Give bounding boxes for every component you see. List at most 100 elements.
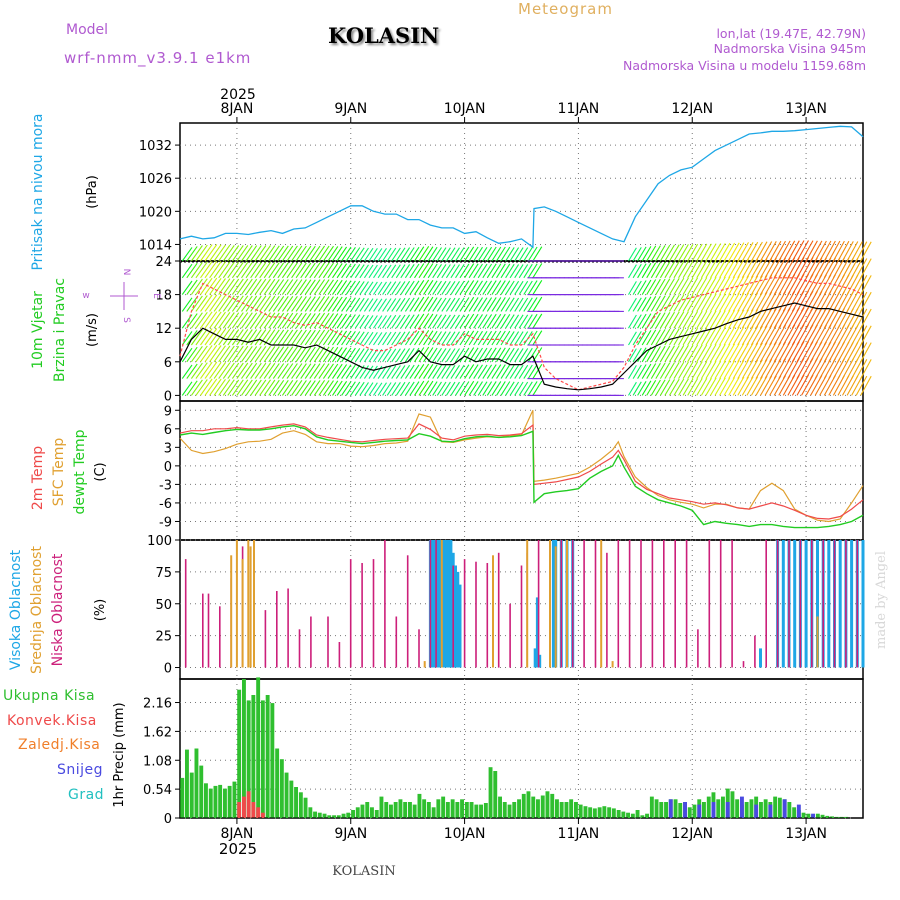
wind-barb bbox=[181, 331, 193, 346]
wind-barb bbox=[423, 347, 434, 363]
precip-bar-snow bbox=[796, 804, 801, 818]
wind-barb bbox=[395, 331, 406, 346]
wind-barb bbox=[505, 263, 515, 279]
wind-barb bbox=[459, 314, 470, 329]
wind-barb bbox=[400, 381, 411, 396]
wind-barb bbox=[204, 378, 218, 396]
wind-barb bbox=[227, 295, 240, 312]
wind-barb bbox=[486, 313, 497, 329]
wind-barb bbox=[473, 246, 483, 262]
precip-bar-total bbox=[275, 748, 280, 818]
wind-barb bbox=[300, 329, 312, 346]
wind-barb bbox=[272, 295, 285, 312]
wind-barb bbox=[245, 362, 258, 379]
precip-bar-snow bbox=[782, 799, 787, 818]
meteogram-title: Meteogram bbox=[518, 0, 613, 18]
wind-barb bbox=[250, 346, 262, 363]
wind-barb bbox=[641, 296, 652, 312]
wind-barb bbox=[659, 362, 671, 379]
precip-bar-total bbox=[820, 814, 825, 818]
wind-barb bbox=[250, 329, 262, 346]
wind-barb bbox=[477, 314, 488, 329]
wind-barb bbox=[482, 364, 493, 379]
cloud-bar-niska bbox=[617, 540, 620, 668]
precip-bar-total bbox=[801, 812, 806, 818]
precip-bar-snow bbox=[711, 802, 716, 818]
precip-bar-total bbox=[498, 796, 502, 818]
precip-bar-total bbox=[830, 816, 834, 818]
precip-bar-total bbox=[322, 813, 327, 818]
wind-barb bbox=[728, 376, 740, 396]
wind-barb bbox=[655, 362, 666, 379]
wind-barb bbox=[473, 263, 483, 279]
top-axis-labels: 8JAN 9JAN 10JAN 11JAN 12JAN 13JAN bbox=[220, 101, 827, 123]
wind-barb bbox=[678, 378, 689, 396]
wind-barb bbox=[664, 261, 675, 279]
wind-barb bbox=[204, 361, 218, 379]
cloud-bar-visoka bbox=[551, 540, 555, 668]
bottom-day-label: 11JAN bbox=[558, 826, 600, 842]
wind-barb bbox=[514, 348, 524, 363]
wind-barb bbox=[691, 260, 703, 279]
wind-barb bbox=[655, 278, 666, 295]
cloud-bar-niska bbox=[663, 540, 665, 668]
wind-barb bbox=[218, 261, 231, 279]
wind-barb bbox=[486, 297, 497, 312]
precip-bar-total bbox=[204, 783, 208, 819]
wind-barb bbox=[496, 246, 506, 262]
wind-barb bbox=[368, 298, 378, 312]
cloud-bar-niska bbox=[435, 540, 437, 668]
precip-bar-snow bbox=[725, 802, 730, 818]
wind-barb bbox=[486, 246, 497, 262]
cloud-bar-niska bbox=[765, 540, 767, 668]
wind-barb bbox=[687, 260, 699, 279]
cloud-bar-niska bbox=[640, 540, 642, 668]
wind-barb bbox=[696, 310, 708, 329]
wind-barb bbox=[741, 292, 754, 312]
wind-barb bbox=[500, 364, 511, 379]
wind-barb bbox=[427, 364, 438, 379]
cloud-bar-niska bbox=[361, 563, 363, 668]
wind-barb bbox=[395, 247, 406, 262]
wind-barb bbox=[659, 244, 671, 262]
y-tick-label: 0 bbox=[164, 389, 172, 404]
wind-barb bbox=[514, 247, 524, 262]
precip-bar-total bbox=[479, 804, 483, 818]
wind-barb bbox=[860, 342, 872, 363]
bottom-day-label: 9JAN bbox=[334, 826, 367, 842]
y-tick-label: 6 bbox=[164, 356, 172, 371]
precip-bar-total bbox=[763, 799, 768, 818]
wind-barb bbox=[860, 291, 872, 312]
wind-barb bbox=[259, 261, 271, 279]
wind-barb bbox=[200, 294, 213, 312]
wind-barb bbox=[650, 379, 661, 396]
wind-barb bbox=[664, 345, 675, 363]
wind-barb bbox=[213, 244, 226, 262]
wind-barb bbox=[209, 261, 222, 279]
wind-barb bbox=[814, 274, 827, 295]
wind-barb bbox=[628, 314, 637, 329]
wind-barb bbox=[669, 362, 680, 379]
precip-bar-snow bbox=[811, 813, 815, 818]
wind-barb bbox=[304, 380, 316, 396]
wind-barb bbox=[659, 261, 671, 279]
wind-barb bbox=[409, 314, 420, 329]
cloud-bar-niska bbox=[395, 616, 398, 668]
wind-barb bbox=[222, 295, 235, 312]
cloud-bar-visoka bbox=[433, 540, 437, 668]
wind-barb bbox=[514, 297, 524, 312]
wind-barb bbox=[309, 346, 321, 363]
temp-2m-axis-title: 2m Temp bbox=[30, 446, 46, 510]
precip-bar-total bbox=[645, 813, 649, 818]
wind-barb bbox=[263, 278, 276, 295]
wind-barb bbox=[741, 342, 754, 363]
wind-barb bbox=[254, 379, 267, 396]
wind-barb bbox=[322, 262, 334, 279]
cloud-bar-niska bbox=[452, 565, 454, 668]
cloud-bar-niska bbox=[731, 540, 733, 668]
wind-barb bbox=[814, 375, 827, 396]
wind-barb bbox=[409, 263, 420, 279]
wind-barb bbox=[710, 344, 722, 363]
wind-barb bbox=[414, 246, 425, 262]
precip-bar-convective bbox=[260, 812, 265, 818]
